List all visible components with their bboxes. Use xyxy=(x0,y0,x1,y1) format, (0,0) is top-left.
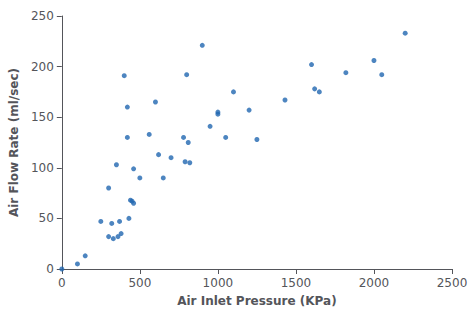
svg-text:150: 150 xyxy=(31,110,54,124)
svg-text:Air Inlet Pressure (KPa): Air Inlet Pressure (KPa) xyxy=(177,294,336,308)
svg-text:Air Flow Rate (ml/sec): Air Flow Rate (ml/sec) xyxy=(7,68,21,217)
svg-text:50: 50 xyxy=(39,211,54,225)
svg-text:0: 0 xyxy=(46,262,54,276)
svg-text:250: 250 xyxy=(31,9,54,23)
svg-text:100: 100 xyxy=(31,161,54,175)
svg-text:500: 500 xyxy=(128,276,151,290)
svg-text:1000: 1000 xyxy=(203,276,234,290)
svg-text:2000: 2000 xyxy=(359,276,390,290)
svg-text:1500: 1500 xyxy=(281,276,312,290)
svg-text:200: 200 xyxy=(31,60,54,74)
svg-text:2500: 2500 xyxy=(437,276,468,290)
svg-text:0: 0 xyxy=(58,276,66,290)
